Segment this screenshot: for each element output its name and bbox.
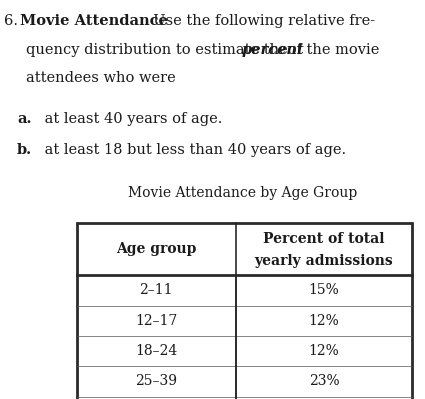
Text: b.: b. bbox=[17, 143, 32, 157]
Text: 2–11: 2–11 bbox=[139, 283, 173, 298]
Text: Movie Attendance by Age Group: Movie Attendance by Age Group bbox=[128, 186, 357, 200]
Text: Use the following relative fre-: Use the following relative fre- bbox=[144, 14, 375, 28]
Text: percent: percent bbox=[242, 43, 305, 57]
Text: 12–17: 12–17 bbox=[135, 314, 177, 328]
Text: of the movie: of the movie bbox=[283, 43, 380, 57]
Text: attendees who were: attendees who were bbox=[26, 71, 176, 85]
Text: a.: a. bbox=[17, 112, 31, 126]
Text: Percent of total: Percent of total bbox=[264, 232, 385, 247]
Text: 15%: 15% bbox=[309, 283, 340, 298]
Text: 12%: 12% bbox=[309, 314, 340, 328]
Text: at least 18 but less than 40 years of age.: at least 18 but less than 40 years of ag… bbox=[40, 143, 346, 157]
Text: Movie Attendance: Movie Attendance bbox=[20, 14, 168, 28]
Text: 12%: 12% bbox=[309, 344, 340, 358]
Text: 18–24: 18–24 bbox=[135, 344, 177, 358]
Text: 25–39: 25–39 bbox=[135, 374, 177, 389]
Text: 6.: 6. bbox=[4, 14, 18, 28]
Text: 23%: 23% bbox=[309, 374, 340, 389]
Text: yearly admissions: yearly admissions bbox=[255, 254, 394, 269]
Text: Age group: Age group bbox=[116, 242, 196, 257]
Text: at least 40 years of age.: at least 40 years of age. bbox=[40, 112, 223, 126]
Text: quency distribution to estimate the: quency distribution to estimate the bbox=[26, 43, 293, 57]
